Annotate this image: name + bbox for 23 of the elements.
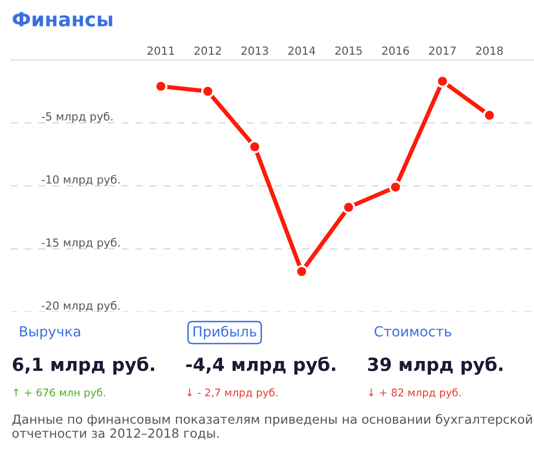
x-tick-label: 2014 — [288, 46, 316, 55]
text: Выручка — [20, 326, 80, 340]
text: ↓ + 82 млрд руб. — [368, 388, 461, 398]
chart-title: Финансы — [12, 12, 112, 27]
x-tick-label: 2013 — [241, 46, 268, 55]
text: Данные по финансовым показателям приведены на основании бухгалтерской отчетности за 2012–2018 годы. — [12, 414, 532, 440]
x-tick-label: 2015 — [335, 46, 362, 55]
text: -4,4 млрд руб. — [186, 356, 336, 375]
x-tick-label: 2011 — [148, 46, 174, 55]
text: Стоимость — [374, 326, 452, 337]
y-tick-label: -10 млрд руб. — [42, 174, 120, 186]
x-tick-label: 2012 — [194, 46, 221, 55]
y-tick-label: -5 млрд руб. — [42, 112, 112, 123]
y-tick-label: -15 млрд руб. — [42, 238, 120, 249]
x-tick-label: 2017 — [429, 46, 456, 55]
text: ↑ + 676 млн руб. — [14, 388, 106, 398]
text: 39 млрд руб. — [368, 356, 502, 375]
x-tick-label: 2018 — [476, 46, 503, 55]
text: Прибыль — [194, 326, 256, 340]
text: ↓ - 2,7 млрд руб. — [187, 388, 278, 398]
text: 6,1 млрд руб. — [12, 356, 154, 375]
x-tick-label: 2016 — [382, 46, 409, 55]
y-tick-label: -20 млрд руб. — [42, 300, 120, 312]
